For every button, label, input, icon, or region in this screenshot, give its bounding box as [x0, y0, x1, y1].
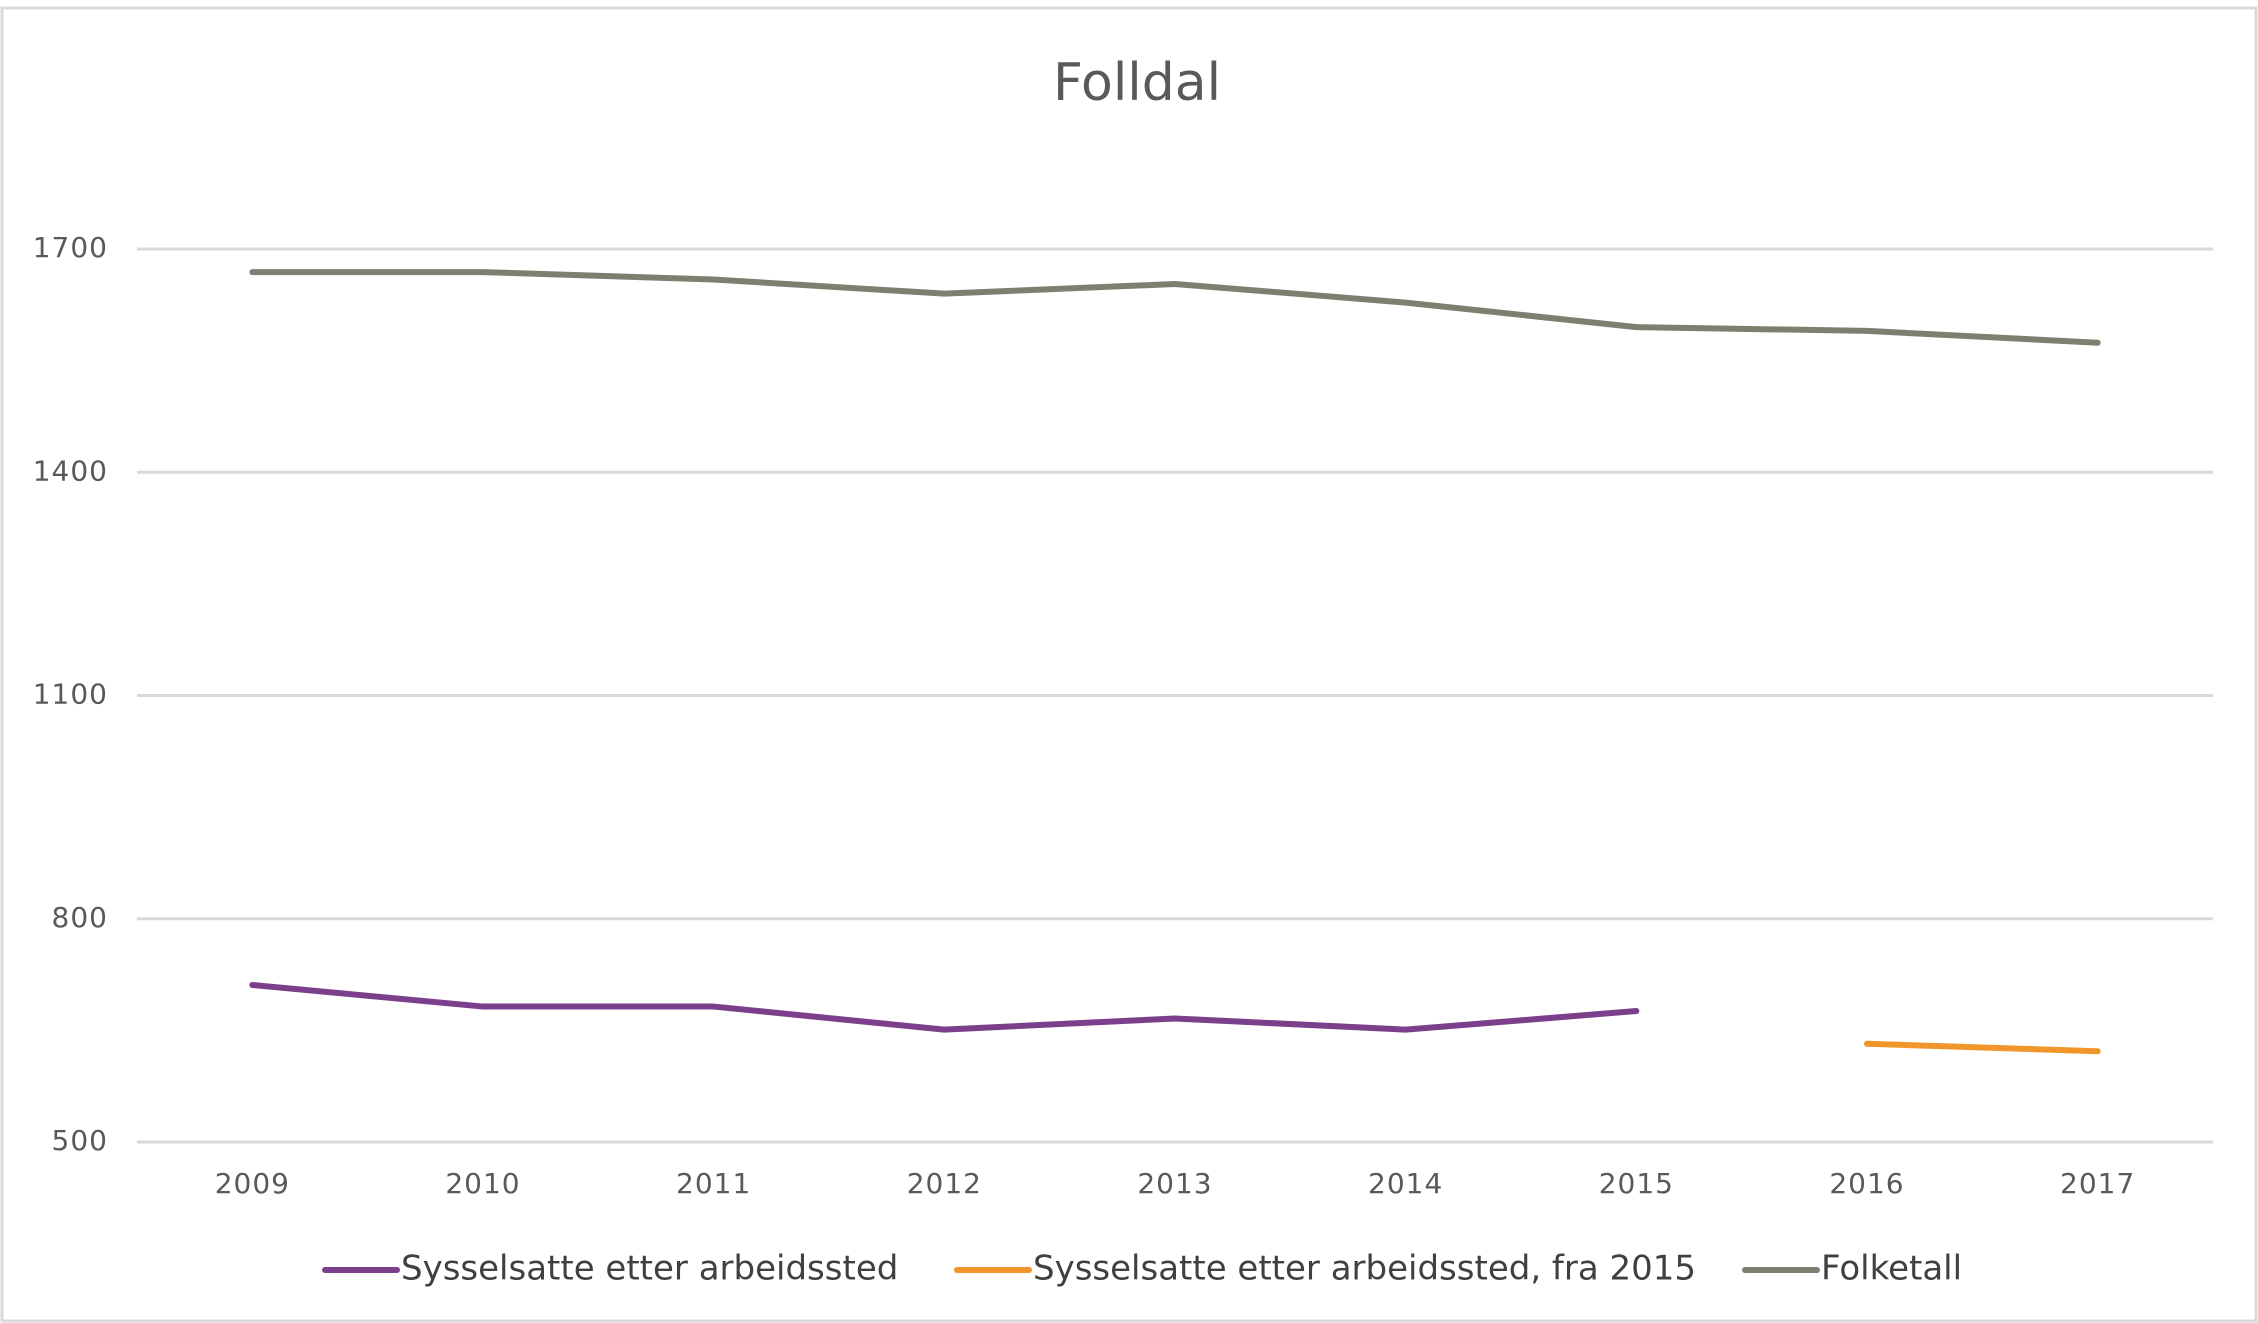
x-tick-label: 2017 [2060, 1167, 2135, 1200]
y-tick-label: 500 [52, 1124, 108, 1157]
legend-label: Sysselsatte etter arbeidssted [401, 1249, 898, 1289]
series-line [1864, 1040, 2101, 1055]
series-line [249, 269, 2101, 346]
x-tick-label: 2009 [215, 1167, 290, 1200]
y-tick-label: 800 [52, 901, 108, 934]
x-tick-label: 2015 [1599, 1167, 1674, 1200]
chart-border [0, 6, 2258, 1323]
y-tick-label: 1100 [33, 678, 108, 711]
legend-label: Folketall [1821, 1249, 1962, 1289]
x-tick-label: 2010 [445, 1167, 520, 1200]
y-tick-label: 1400 [33, 454, 108, 487]
x-tick-label: 2014 [1368, 1167, 1443, 1200]
x-tick-label: 2016 [1829, 1167, 1904, 1200]
chart-title: Folldal [1053, 53, 1221, 113]
x-tick-label: 2013 [1137, 1167, 1212, 1200]
y-tick-label: 1700 [33, 231, 108, 264]
series-line [249, 981, 1640, 1033]
legend-label: Sysselsatte etter arbeidssted, fra 2015 [1033, 1249, 1696, 1289]
x-tick-label: 2012 [907, 1167, 982, 1200]
x-tick-label: 2011 [676, 1167, 751, 1200]
